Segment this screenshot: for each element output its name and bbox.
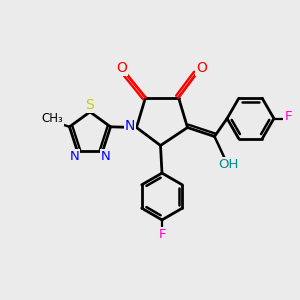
Text: N: N <box>125 119 135 133</box>
Text: OH: OH <box>218 158 238 171</box>
Text: O: O <box>196 61 207 75</box>
Text: O: O <box>116 61 127 75</box>
Text: F: F <box>158 228 166 241</box>
Text: N: N <box>101 151 111 164</box>
Text: F: F <box>284 110 292 124</box>
Text: CH₃: CH₃ <box>41 112 63 125</box>
Text: N: N <box>69 151 79 164</box>
Text: S: S <box>85 98 94 112</box>
